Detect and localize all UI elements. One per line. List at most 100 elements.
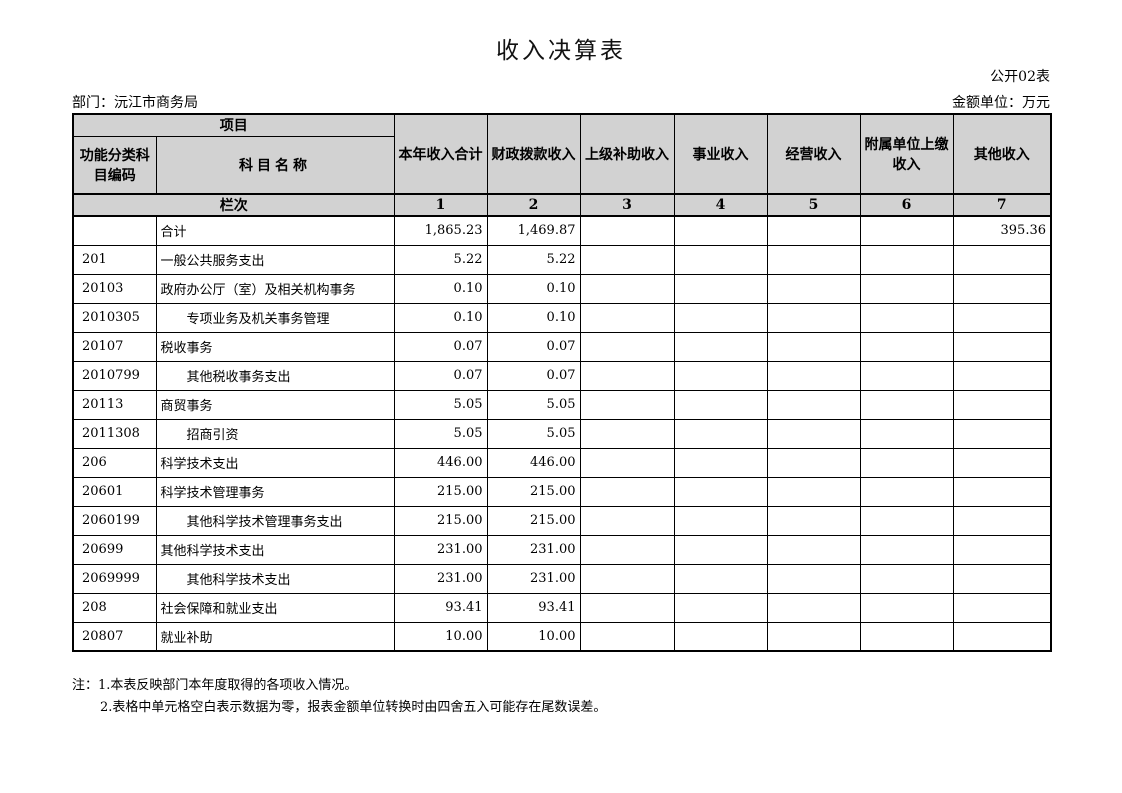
row-value [579, 389, 675, 420]
row-code: 20113 [72, 389, 157, 420]
row-value [579, 302, 675, 333]
footnotes: 注：1.本表反映部门本年度取得的各项收入情况。 2.表格中单元格空白表示数据为零… [72, 675, 606, 719]
rank-number: 2 [486, 193, 581, 217]
header-row-rank: 栏次 1 2 3 4 5 6 7 [72, 193, 1052, 217]
row-value: 446.00 [486, 447, 581, 478]
row-value [952, 534, 1052, 565]
row-value: 5.05 [393, 389, 488, 420]
row-value [952, 563, 1052, 594]
row-value [579, 592, 675, 623]
row-value [673, 592, 768, 623]
row-code: 2060199 [72, 505, 157, 536]
row-value [859, 505, 954, 536]
row-value [579, 360, 675, 391]
income-final-accounts-table: 项目 本年收入合计 财政拨款收入 上级补助收入 事业收入 经营收入 附属单位上缴… [72, 113, 1052, 652]
row-value [673, 505, 768, 536]
row-value: 5.22 [393, 244, 488, 275]
header-col-affiliate-remit: 附属单位上缴收入 [859, 113, 954, 195]
row-value: 93.41 [393, 592, 488, 623]
row-value: 10.00 [393, 621, 488, 652]
row-code [72, 215, 157, 246]
row-value: 231.00 [393, 534, 488, 565]
header-col-superior-subsidy: 上级补助收入 [579, 113, 675, 195]
row-value: 231.00 [393, 563, 488, 594]
row-value [766, 215, 861, 246]
row-subject-name: 社会保障和就业支出 [155, 592, 395, 623]
rank-number: 1 [393, 193, 488, 217]
row-value: 0.10 [486, 302, 581, 333]
row-value [766, 563, 861, 594]
row-code: 2011308 [72, 418, 157, 449]
row-subject-name: 其他科学技术管理事务支出 [155, 505, 395, 536]
table-row: 2010799 其他税收事务支出 0.07 0.07 [72, 360, 1052, 391]
row-value: 5.05 [486, 418, 581, 449]
row-value [579, 476, 675, 507]
row-value [673, 273, 768, 304]
row-value [766, 418, 861, 449]
row-value [766, 534, 861, 565]
row-value [673, 418, 768, 449]
row-value [859, 447, 954, 478]
row-value [673, 302, 768, 333]
amount-unit-label: 金额单位：万元 [952, 95, 1050, 111]
row-value [579, 505, 675, 536]
row-subject-name: 其他科学技术支出 [155, 563, 395, 594]
header-row-project: 项目 本年收入合计 财政拨款收入 上级补助收入 事业收入 经营收入 附属单位上缴… [72, 113, 1052, 195]
row-code: 2069999 [72, 563, 157, 594]
row-value [766, 360, 861, 391]
row-value: 215.00 [486, 505, 581, 536]
row-value [952, 505, 1052, 536]
row-value [579, 244, 675, 275]
row-value [579, 273, 675, 304]
row-value: 231.00 [486, 534, 581, 565]
table-row: 20601 科学技术管理事务 215.00 215.00 [72, 476, 1052, 507]
row-code: 208 [72, 592, 157, 623]
row-subject-name: 合计 [155, 215, 395, 246]
row-value: 395.36 [952, 215, 1052, 246]
row-value [579, 621, 675, 652]
row-subject-name: 科学技术支出 [155, 447, 395, 478]
row-value: 0.10 [486, 273, 581, 304]
row-value: 5.22 [486, 244, 581, 275]
row-value: 0.10 [393, 302, 488, 333]
table-row: 20699 其他科学技术支出 231.00 231.00 [72, 534, 1052, 565]
table-row: 20103 政府办公厅（室）及相关机构事务 0.10 0.10 [72, 273, 1052, 304]
row-value [859, 215, 954, 246]
row-value: 5.05 [393, 418, 488, 449]
table-row: 20807 就业补助 10.00 10.00 [72, 621, 1052, 652]
row-code: 20103 [72, 273, 157, 304]
row-code: 20699 [72, 534, 157, 565]
row-value: 231.00 [486, 563, 581, 594]
row-value [952, 273, 1052, 304]
row-value [673, 476, 768, 507]
row-value [579, 447, 675, 478]
row-code: 2010799 [72, 360, 157, 391]
table-row: 20113 商贸事务 5.05 5.05 [72, 389, 1052, 420]
row-code: 20601 [72, 476, 157, 507]
table-body: 合计 1,865.23 1,469.87 395.36 201 一般公共服务支出 5.22 5… [72, 215, 1052, 652]
row-value: 1,469.87 [486, 215, 581, 246]
row-value [859, 621, 954, 652]
row-code: 206 [72, 447, 157, 478]
table-row: 201 一般公共服务支出 5.22 5.22 [72, 244, 1052, 275]
table-row: 2010305 专项业务及机关事务管理 0.10 0.10 [72, 302, 1052, 333]
rank-number: 3 [579, 193, 675, 217]
row-subject-name: 科学技术管理事务 [155, 476, 395, 507]
table-row: 合计 1,865.23 1,469.87 395.36 [72, 215, 1052, 246]
row-value [952, 389, 1052, 420]
row-value: 1,865.23 [393, 215, 488, 246]
row-subject-name: 税收事务 [155, 331, 395, 362]
row-value [766, 621, 861, 652]
row-value [859, 331, 954, 362]
row-code: 201 [72, 244, 157, 275]
row-value [766, 476, 861, 507]
row-value: 5.05 [486, 389, 581, 420]
row-value [673, 215, 768, 246]
row-value [859, 534, 954, 565]
header-col-fiscal-grant: 财政拨款收入 [486, 113, 581, 195]
rank-number: 7 [952, 193, 1052, 217]
row-value [579, 215, 675, 246]
row-value [766, 331, 861, 362]
row-value [952, 592, 1052, 623]
row-value [952, 360, 1052, 391]
